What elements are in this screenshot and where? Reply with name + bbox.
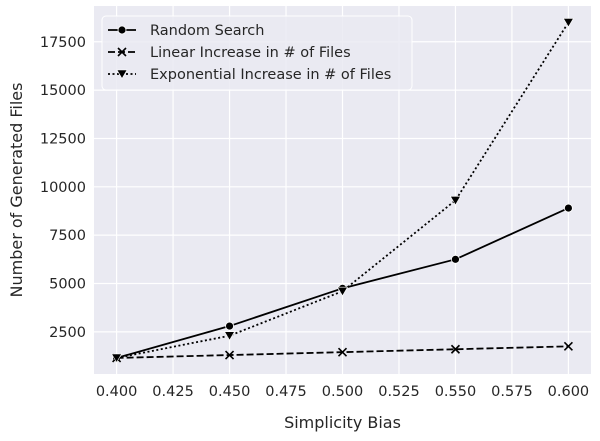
legend-label: Random Search — [150, 23, 264, 39]
data-point — [225, 321, 234, 331]
x-tick-label: 0.400 — [96, 384, 138, 400]
x-tick-label: 0.500 — [322, 384, 364, 400]
series-line — [116, 21, 570, 359]
y-tick-label: 5000 — [49, 276, 86, 292]
data-point — [451, 254, 460, 264]
y-tick-label: 2500 — [49, 325, 86, 341]
x-axis: 0.400 0.425 0.450 0.475 0.500 0.525 0.550 0.575… — [96, 384, 589, 400]
data-point — [224, 331, 236, 341]
y-axis-label: Number of Generated Files — [7, 83, 26, 298]
data-point — [111, 353, 123, 364]
legend-label: Linear Increase in # of Files — [150, 45, 351, 61]
legend-item: Linear Increase in # of Files — [108, 45, 351, 61]
data-point — [224, 350, 235, 360]
legend: Random Search Linear Increase in # of Fil… — [101, 15, 413, 91]
legend-item: Exponential Increase in # of Files — [108, 67, 391, 83]
data-point — [449, 196, 461, 206]
legend-item: Random Search — [108, 23, 264, 39]
x-tick-label: 0.575 — [491, 384, 533, 400]
x-tick-label: 0.550 — [435, 384, 477, 400]
legend-marker — [117, 47, 127, 57]
data-point — [563, 341, 573, 351]
legend-label: Exponential Increase in # of Files — [150, 67, 391, 83]
y-tick-label: 10000 — [40, 180, 86, 196]
data-point — [562, 18, 574, 28]
x-tick-label: 0.450 — [209, 384, 251, 400]
y-tick-label: 7500 — [49, 228, 86, 244]
data-point — [336, 286, 349, 297]
data-point — [450, 344, 461, 354]
series-2 — [111, 18, 574, 364]
x-tick-label: 0.425 — [152, 384, 194, 400]
series-group — [111, 18, 574, 364]
legend-box — [101, 15, 413, 91]
legend-marker — [116, 69, 128, 80]
x-axis-label: Simplicity Bias — [284, 413, 401, 432]
x-tick-label: 0.525 — [378, 384, 420, 400]
x-tick-label: 0.475 — [265, 384, 307, 400]
data-point — [564, 203, 573, 213]
y-tick-label: 17500 — [40, 35, 86, 51]
y-axis: 2500 5000 7500 10000 12500 15000 17500 — [40, 35, 86, 341]
x-tick-label: 0.600 — [548, 384, 590, 400]
y-tick-label: 15000 — [40, 83, 86, 99]
legend-marker — [117, 25, 127, 35]
data-point — [337, 347, 348, 357]
y-tick-label: 12500 — [40, 131, 86, 147]
